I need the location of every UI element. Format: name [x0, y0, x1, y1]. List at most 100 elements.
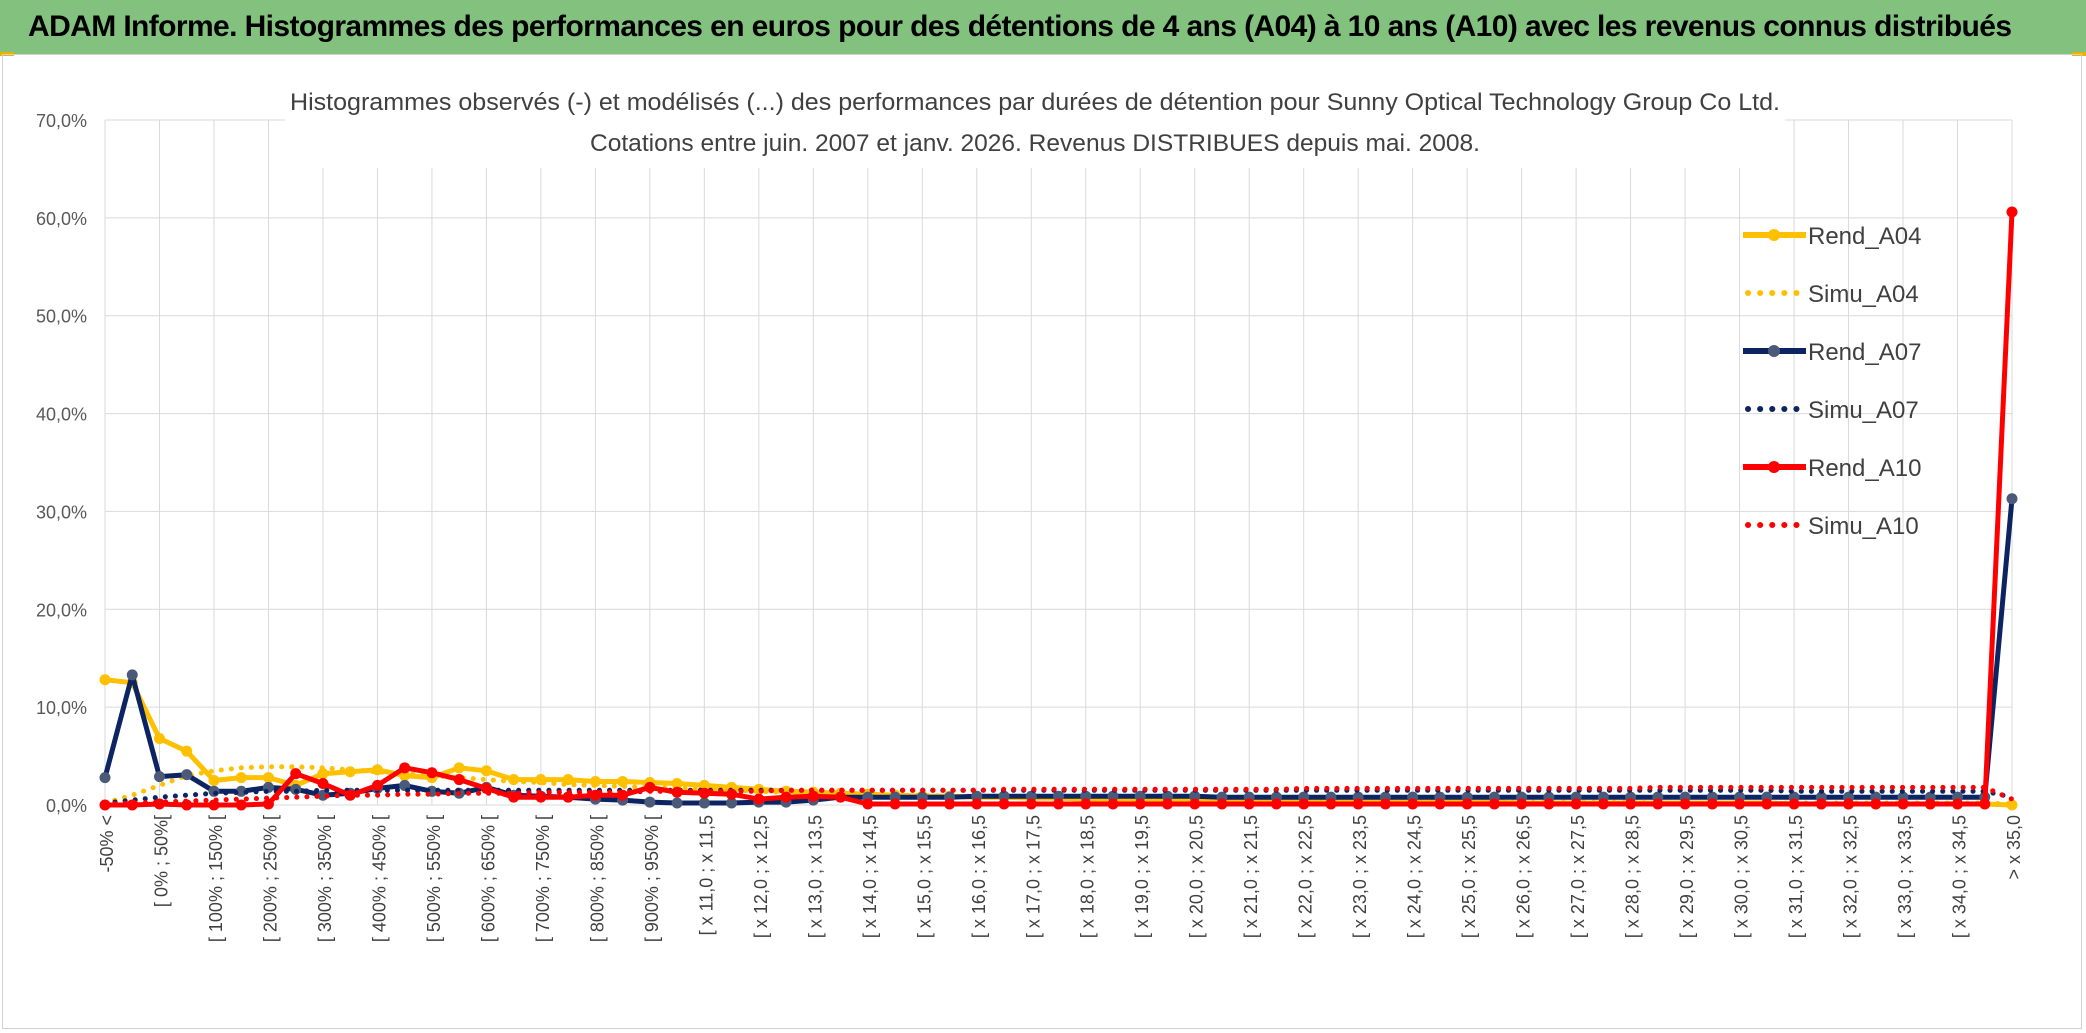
x-tick-label: [ x 18,0 ; x 18,5 — [1078, 815, 1098, 938]
data-point-rend-a10 — [1107, 798, 1119, 810]
legend-item-rend-a10: Rend_A10 — [1743, 455, 1921, 482]
data-point-rend-a10 — [2006, 206, 2018, 218]
data-point-rend-a07 — [726, 797, 738, 809]
data-point-rend-a04 — [99, 674, 111, 686]
x-tick-label: [ 900% ; 950% [ — [642, 815, 662, 942]
x-tick-label: [ x 22,0 ; x 22,5 — [1296, 815, 1316, 938]
data-point-rend-a10 — [1298, 798, 1310, 810]
data-point-rend-a04 — [317, 768, 329, 780]
data-point-rend-a04 — [480, 765, 492, 777]
data-point-rend-a10 — [1979, 798, 1991, 810]
data-point-rend-a10 — [1461, 798, 1473, 810]
chart-legend: Rend_A04 Simu_A04 Rend_A07 Simu_A07 Rend_A10… — [1743, 223, 1921, 540]
y-tick-label: 40,0% — [36, 405, 87, 425]
legend-item-rend-a07: Rend_A07 — [1743, 339, 1921, 366]
data-point-rend-a07 — [644, 796, 656, 808]
y-tick-label: 60,0% — [36, 209, 87, 229]
data-point-rend-a10 — [317, 777, 329, 789]
data-point-rend-a07 — [126, 669, 138, 681]
data-point-rend-a10 — [290, 768, 302, 780]
data-point-rend-a10 — [1216, 798, 1228, 810]
data-point-rend-a07 — [208, 785, 220, 797]
data-point-rend-a10 — [1952, 798, 1964, 810]
x-tick-label: [ x 27,0 ; x 27,5 — [1568, 815, 1588, 938]
data-point-rend-a10 — [235, 799, 247, 811]
data-point-rend-a10 — [1734, 798, 1746, 810]
data-point-rend-a07 — [998, 790, 1010, 802]
x-tick-label: [ x 24,0 ; x 24,5 — [1405, 815, 1425, 938]
x-tick-label: [ x 25,0 ; x 25,5 — [1459, 815, 1479, 938]
x-axis: -50% < [ 0% ; 50%[ [ 100% ; 150% [ [ 200% ;… — [97, 815, 2024, 942]
data-point-rend-a10 — [344, 789, 356, 801]
data-point-rend-a07 — [698, 797, 710, 809]
data-point-rend-a07 — [181, 769, 193, 781]
x-tick-label: [ x 26,0 ; x 26,5 — [1514, 815, 1534, 938]
y-tick-label: 50,0% — [36, 307, 87, 327]
x-tick-label: [ x 19,0 ; x 19,5 — [1132, 815, 1152, 938]
x-tick-label: [ x 16,0 ; x 16,5 — [969, 815, 989, 938]
x-tick-label: [ x 11,0 ; x 11,5 — [696, 815, 716, 935]
data-point-rend-a10 — [1788, 798, 1800, 810]
data-point-rend-a10 — [1924, 798, 1936, 810]
data-point-rend-a10 — [453, 774, 465, 786]
x-tick-label: [ 200% ; 250% [ — [260, 815, 280, 942]
data-point-rend-a10 — [1761, 798, 1773, 810]
x-tick-label: [ x 30,0 ; x 30,5 — [1732, 815, 1752, 938]
x-tick-label: [ x 33,0 ; x 33,5 — [1895, 815, 1915, 938]
y-tick-label: 70,0% — [36, 111, 87, 131]
data-point-rend-a07 — [1134, 790, 1146, 802]
x-tick-label: [ 600% ; 650% [ — [478, 815, 498, 942]
data-point-rend-a07 — [1189, 790, 1201, 802]
x-tick-label: [ x 15,0 ; x 15,5 — [914, 815, 934, 938]
data-point-rend-a10 — [1488, 798, 1500, 810]
series-line-rend-a10 — [102, 209, 2015, 808]
chart-subtitle: Cotations entre juin. 2007 et janv. 2026… — [590, 130, 1480, 157]
x-tick-label: [ 100% ; 150% [ — [206, 815, 226, 942]
legend-marker — [1768, 229, 1780, 241]
data-point-rend-a10 — [1870, 798, 1882, 810]
data-point-rend-a10 — [1570, 798, 1582, 810]
data-point-rend-a07 — [671, 797, 683, 809]
x-tick-label: [ x 17,0 ; x 17,5 — [1023, 815, 1043, 938]
data-point-rend-a10 — [944, 798, 956, 810]
chart-gridlines — [104, 119, 2013, 806]
x-tick-label: [ x 12,0 ; x 12,5 — [751, 815, 771, 938]
data-point-rend-a10 — [644, 781, 656, 793]
data-point-rend-a10 — [753, 793, 765, 805]
data-point-rend-a10 — [1843, 798, 1855, 810]
data-point-rend-a07 — [235, 785, 247, 797]
data-point-rend-a07 — [1161, 790, 1173, 802]
data-point-rend-a10 — [371, 779, 383, 791]
x-tick-label: [ 800% ; 850% [ — [587, 815, 607, 942]
legend-label: Simu_A10 — [1808, 513, 1919, 540]
x-tick-label: [ 500% ; 550% [ — [424, 815, 444, 942]
data-point-rend-a10 — [1352, 798, 1364, 810]
data-point-rend-a10 — [1815, 798, 1827, 810]
data-point-rend-a04 — [208, 775, 220, 787]
data-point-rend-a10 — [1161, 798, 1173, 810]
data-point-rend-a10 — [1189, 798, 1201, 810]
data-point-rend-a10 — [562, 791, 574, 803]
legend-label: Simu_A04 — [1808, 281, 1919, 308]
legend-marker — [1768, 345, 1780, 357]
data-point-rend-a10 — [1706, 798, 1718, 810]
x-tick-label: [ x 34,0 ; x 34,5 — [1950, 815, 1970, 938]
data-point-rend-a10 — [262, 798, 274, 810]
data-point-rend-a07 — [1053, 790, 1064, 802]
data-point-rend-a04 — [453, 762, 465, 774]
data-point-rend-a10 — [1652, 798, 1664, 810]
data-point-rend-a10 — [1243, 798, 1255, 810]
x-tick-label: -50% < — [97, 815, 117, 873]
x-tick-label: [ 0% ; 50%[ — [151, 815, 171, 907]
report-header: ADAM Informe. Histogrammes des performan… — [0, 0, 2086, 54]
x-tick-label: [ x 14,0 ; x 14,5 — [860, 815, 880, 938]
data-point-rend-a10 — [1053, 798, 1064, 810]
data-point-rend-a10 — [1379, 798, 1391, 810]
data-point-rend-a10 — [1080, 798, 1092, 810]
data-point-rend-a10 — [835, 791, 847, 803]
x-tick-label: [ x 29,0 ; x 29,5 — [1677, 815, 1697, 938]
data-point-rend-a10 — [399, 762, 411, 774]
data-point-rend-a10 — [1679, 798, 1691, 810]
data-point-rend-a10 — [1270, 798, 1282, 810]
